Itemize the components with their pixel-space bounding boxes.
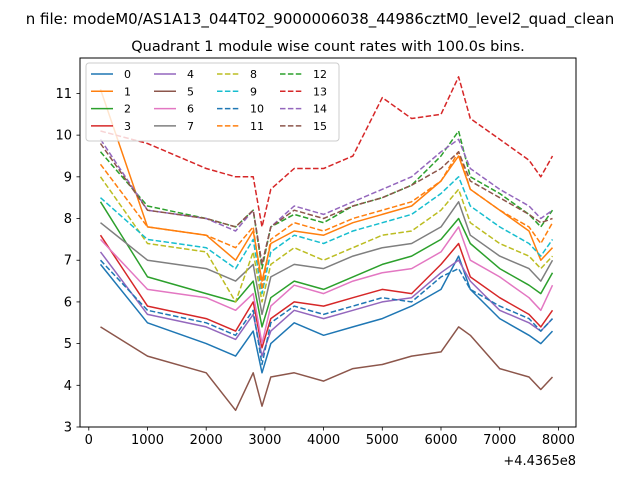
series-line-4 bbox=[99, 251, 554, 357]
y-axis: 3 4 5 6 7 8 9 10 11 bbox=[55, 87, 80, 436]
y-tick-label: 10 bbox=[55, 129, 72, 144]
series-line-15 bbox=[99, 143, 553, 266]
legend-label-15: 15 bbox=[313, 120, 327, 133]
legend-label-11: 11 bbox=[250, 120, 264, 133]
legend-label-12: 12 bbox=[313, 68, 327, 81]
y-tick-label: 3 bbox=[64, 421, 72, 436]
series-line-14 bbox=[99, 138, 553, 266]
y-tick-label: 9 bbox=[64, 170, 72, 185]
y-tick-label: 6 bbox=[64, 295, 72, 310]
series-line-0 bbox=[99, 255, 554, 374]
series-line-11 bbox=[99, 151, 554, 291]
legend-label-6: 6 bbox=[187, 103, 194, 116]
legend-frame bbox=[85, 62, 340, 142]
legend-label-2: 2 bbox=[124, 103, 131, 116]
series-line-1 bbox=[99, 89, 554, 282]
series-line-9 bbox=[100, 176, 554, 295]
series-line-5 bbox=[100, 326, 554, 412]
legend-label-13: 13 bbox=[313, 85, 327, 98]
axes-frame bbox=[79, 57, 577, 428]
series-line-13 bbox=[100, 76, 554, 228]
legend-label-8: 8 bbox=[250, 68, 257, 81]
series-line-12 bbox=[99, 130, 554, 270]
series-line-3 bbox=[99, 234, 554, 349]
x-axis: 0 1000 2000 3000 4000 5000 6000 7000 8000 bbox=[85, 427, 575, 448]
legend-label-0: 0 bbox=[124, 68, 131, 81]
x-tick-label: 8000 bbox=[542, 433, 575, 448]
x-tick-label: 2000 bbox=[190, 433, 223, 448]
legend-label-1: 1 bbox=[124, 85, 131, 98]
x-tick-label: 3000 bbox=[248, 433, 281, 448]
x-tick-label: 1000 bbox=[131, 433, 164, 448]
legend-label-10: 10 bbox=[250, 103, 264, 116]
series-line-6 bbox=[99, 226, 554, 345]
legend-label-7: 7 bbox=[187, 120, 194, 133]
plot-area bbox=[99, 76, 554, 412]
figure-suptitle: n file: modeM0/AS1A13_044T02_9000006038_… bbox=[26, 10, 615, 29]
y-tick-label: 4 bbox=[64, 379, 72, 394]
y-tick-label: 11 bbox=[55, 87, 72, 102]
legend-label-14: 14 bbox=[313, 103, 327, 116]
series-line-8 bbox=[99, 176, 554, 303]
series-line-7 bbox=[100, 201, 554, 316]
x-tick-label: 0 bbox=[85, 433, 93, 448]
y-tick-label: 5 bbox=[64, 337, 72, 352]
series-line-10 bbox=[99, 259, 554, 366]
legend-label-3: 3 bbox=[124, 120, 131, 133]
x-tick-label: 7000 bbox=[483, 433, 516, 448]
chart-title: Quadrant 1 module wise count rates with … bbox=[131, 39, 525, 55]
x-tick-label: 4000 bbox=[307, 433, 340, 448]
legend-label-5: 5 bbox=[187, 85, 194, 98]
y-tick-label: 8 bbox=[64, 212, 72, 227]
x-offset-text: +4.4365e8 bbox=[503, 454, 576, 469]
x-tick-label: 6000 bbox=[424, 433, 457, 448]
y-tick-label: 7 bbox=[64, 254, 72, 269]
x-tick-label: 5000 bbox=[366, 433, 399, 448]
legend-label-4: 4 bbox=[187, 68, 194, 81]
legend-label-9: 9 bbox=[250, 85, 257, 98]
